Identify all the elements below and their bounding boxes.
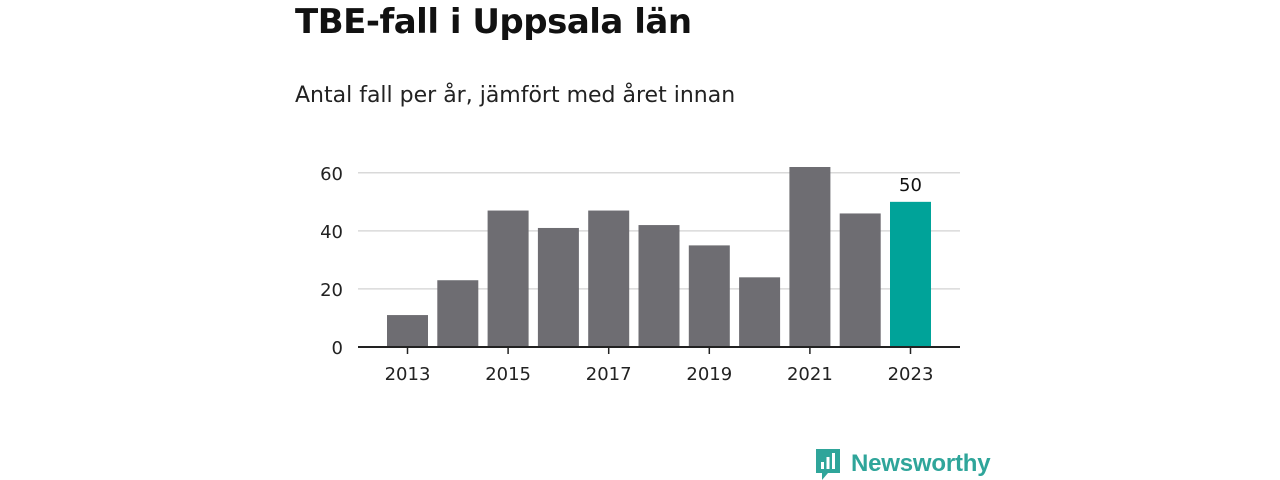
brand-name: Newsworthy [851, 450, 991, 477]
bar [387, 315, 428, 347]
data-label: 50 [899, 175, 922, 196]
bar [588, 210, 630, 347]
x-tick-label: 2023 [888, 364, 934, 385]
brand-logo: Newsworthy [814, 446, 991, 480]
bar [789, 167, 831, 347]
x-tick-label: 2015 [485, 364, 531, 385]
chart-title: TBE-fall i Uppsala län [295, 2, 692, 42]
bar [537, 227, 579, 347]
x-tick-label: 2017 [586, 364, 632, 385]
bar [638, 225, 680, 347]
bar [890, 201, 931, 347]
bar [688, 245, 730, 347]
bar [437, 280, 479, 347]
bar-chart: 0 20 40 60 2013 2015 2017 2019 2021 2023 50 [320, 164, 960, 385]
y-tick-label: 20 [320, 280, 343, 301]
y-tick-label: 40 [320, 222, 343, 243]
x-tick-label: 2019 [686, 364, 732, 385]
bar [739, 277, 781, 347]
y-tick-label: 0 [332, 338, 343, 359]
bar [839, 213, 881, 347]
x-tick-label: 2021 [787, 364, 833, 385]
y-tick-label: 60 [320, 164, 343, 185]
x-tick-label: 2013 [385, 364, 431, 385]
bar [487, 210, 529, 347]
newsworthy-logo-icon [816, 449, 840, 480]
chart-subtitle: Antal fall per år, jämfört med året inna… [295, 83, 736, 108]
